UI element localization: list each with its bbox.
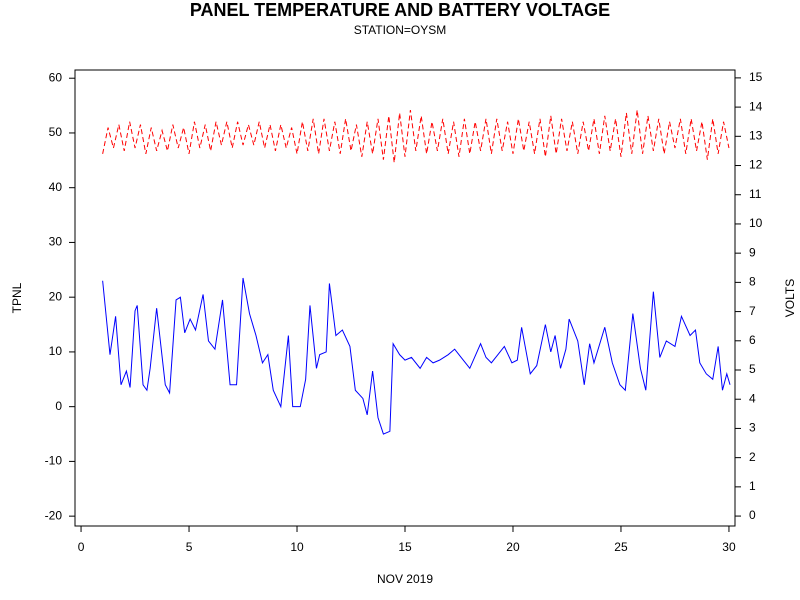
data-line [102,277,731,435]
x-tick-label: 10 [290,540,304,554]
y2-tick-label: 5 [749,362,756,376]
y2-tick-label: 11 [749,187,762,201]
y2-tick-label: 15 [749,70,763,84]
y-tick-label: -20 [45,508,63,522]
y2-tick-label: 4 [749,391,756,405]
y2-tick-label: 10 [749,216,763,230]
plot-frame [74,69,736,527]
data-line [102,109,730,163]
y2-tick-label: 14 [749,99,763,113]
y2-tick-label: 1 [749,479,756,493]
x-tick-label: 0 [78,540,85,554]
y2-tick-label: 3 [749,421,756,435]
x-tick-label: 15 [398,540,412,554]
y-tick-label: -10 [45,454,63,468]
y2-axis-label: VOLTS [783,279,797,317]
y2-tick-label: 12 [749,158,763,172]
y-tick-label: 20 [49,289,63,303]
x-tick-label: 20 [506,540,520,554]
y2-tick-label: 13 [749,128,763,142]
y-tick-label: 0 [55,399,62,413]
y-axis-label: TPNL [10,282,24,313]
y2-tick-label: 6 [749,333,756,347]
y-tick-label: 60 [49,70,63,84]
y2-tick-label: 7 [749,304,756,318]
y2-tick-label: 9 [749,245,756,259]
chart-title: PANEL TEMPERATURE AND BATTERY VOLTAGE [190,0,610,20]
chart-subtitle: STATION=OYSM [354,23,447,37]
y2-tick-label: 0 [749,508,756,522]
y2-tick-label: 8 [749,275,756,289]
y-tick-label: 10 [49,344,63,358]
y-tick-label: 30 [49,235,63,249]
x-tick-label: 5 [186,540,193,554]
y-tick-label: 50 [49,125,63,139]
y-tick-label: 40 [49,180,63,194]
x-axis-label: NOV 2019 [377,572,433,586]
x-tick-label: 25 [614,540,628,554]
x-tick-label: 30 [722,540,736,554]
y2-tick-label: 2 [749,450,756,464]
